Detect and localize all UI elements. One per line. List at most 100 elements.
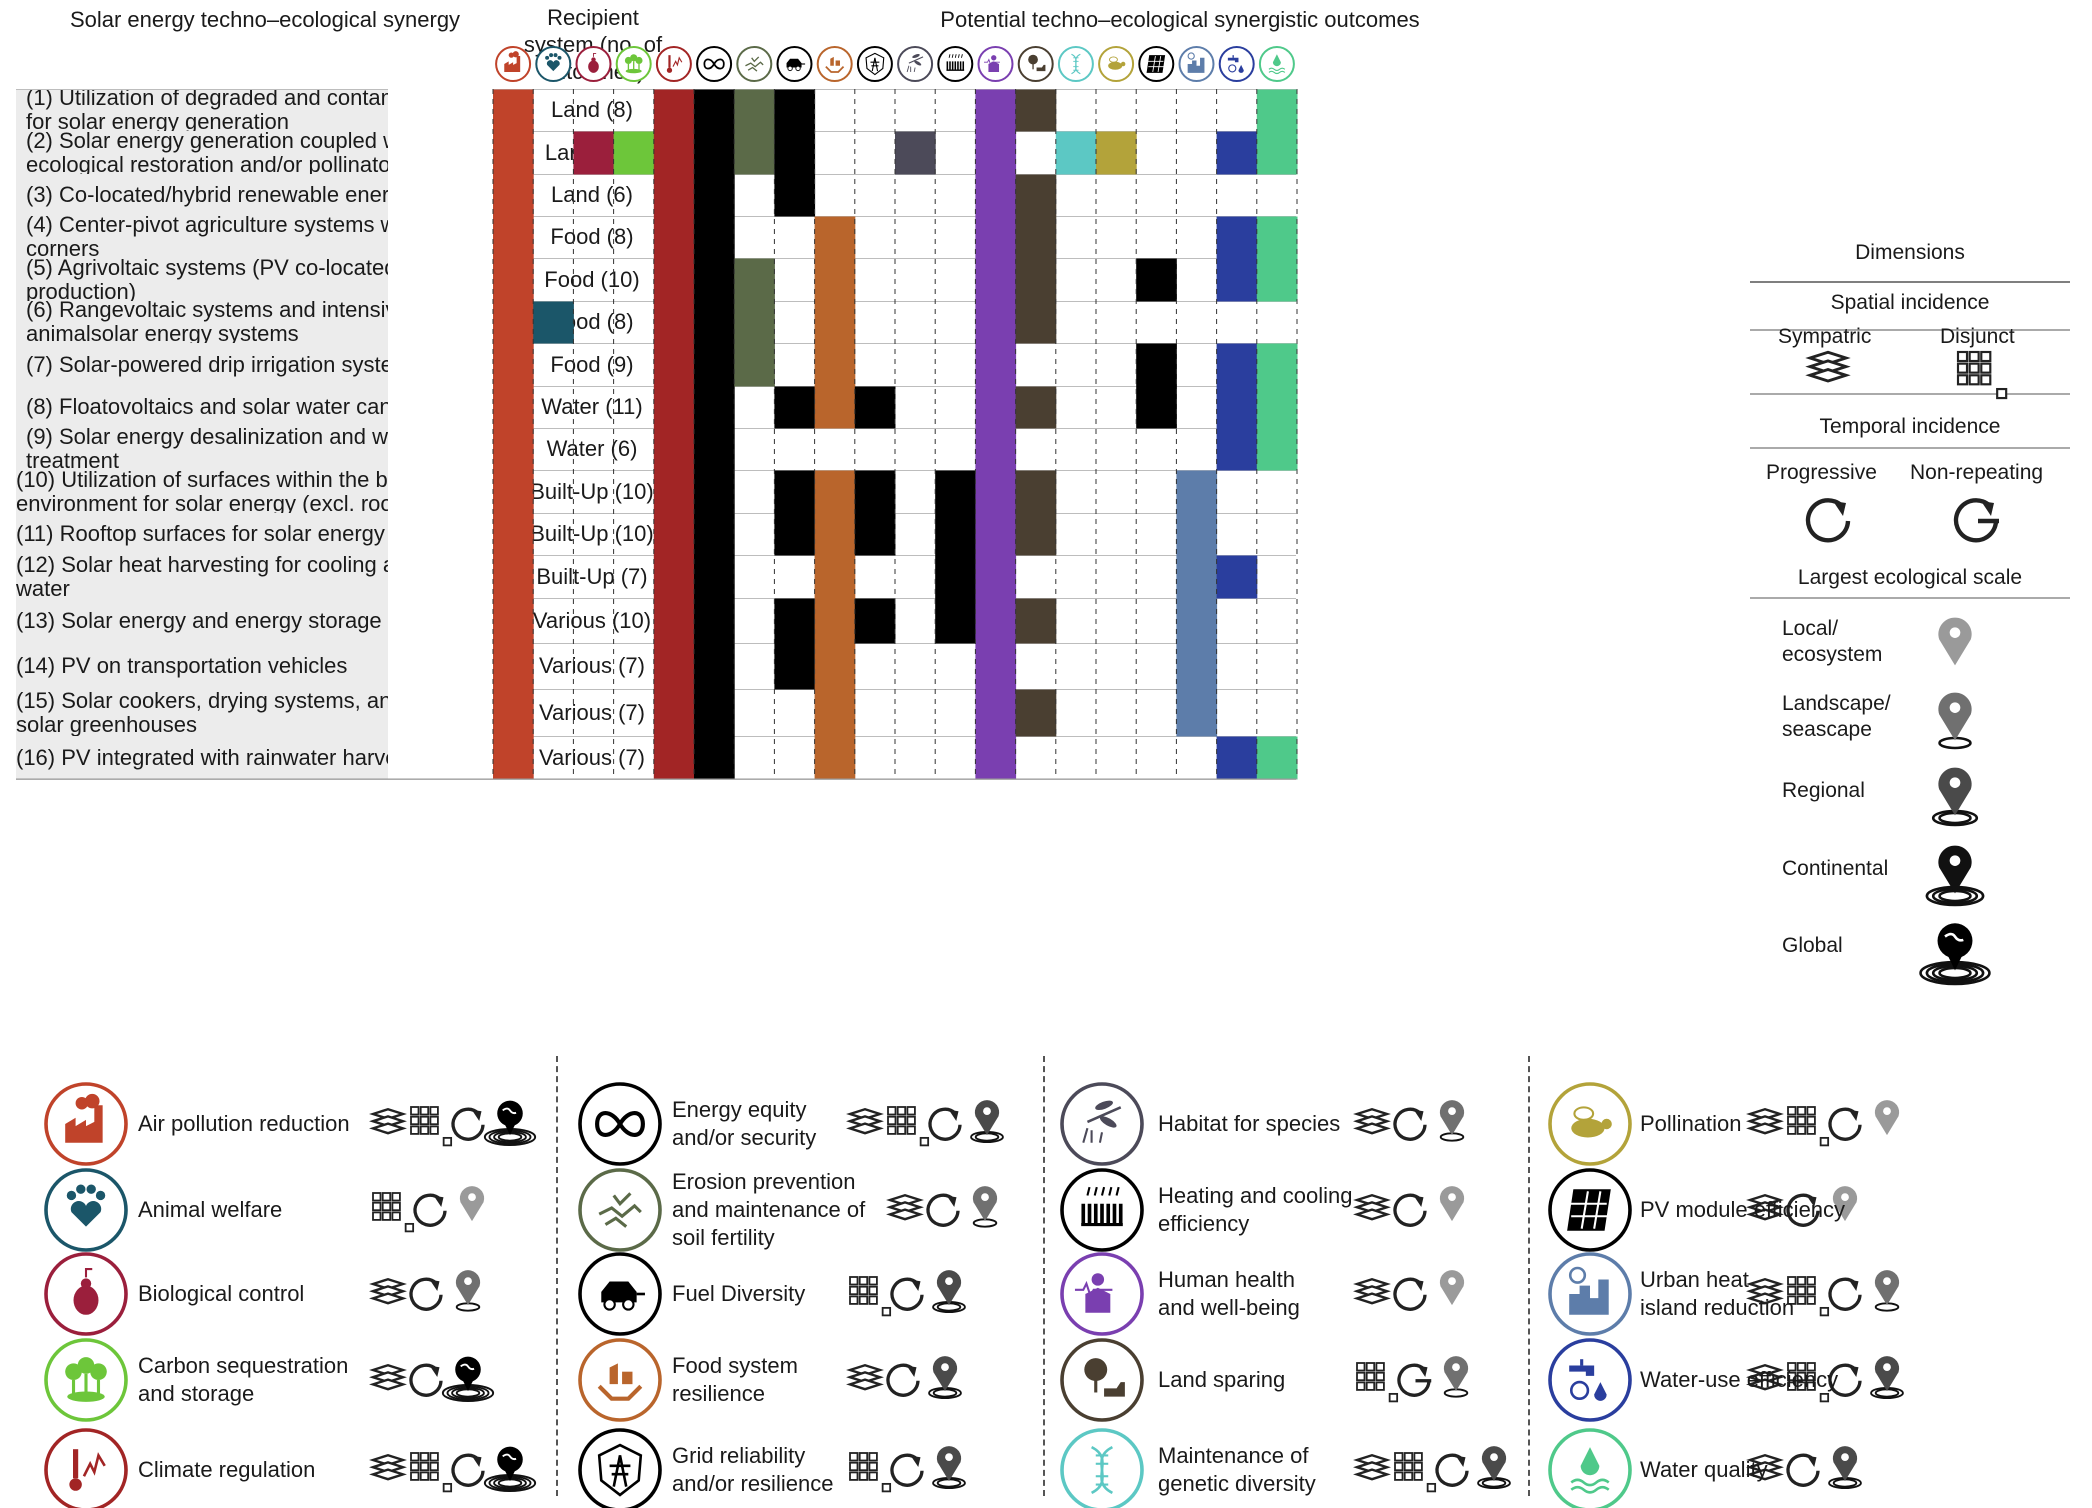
disjunct-icon xyxy=(849,1276,892,1317)
synergy-row-label: (9) Solar energy desalinization and wate… xyxy=(26,424,426,473)
recipient-system: Built-Up (10) xyxy=(530,521,654,546)
nonrepeating-label: Non-repeating xyxy=(1910,461,2044,484)
matrix-cell xyxy=(1176,598,1218,644)
matrix-cell xyxy=(653,216,695,259)
matrix-cell xyxy=(1015,513,1057,556)
matrix-cell xyxy=(694,598,735,644)
recipient-system: Food (10) xyxy=(544,266,640,292)
recipient-system: Built-Up (7) xyxy=(536,563,648,589)
recipient-system: Water (11) xyxy=(541,394,643,419)
matrix-cell xyxy=(493,301,534,344)
progressive-icon xyxy=(1393,1193,1427,1227)
matrix-cell xyxy=(653,555,695,599)
matrix-cell xyxy=(1136,386,1177,429)
scale-pin-icon xyxy=(932,1446,966,1490)
sympatric-icon xyxy=(369,1277,407,1305)
outcome-key-label: Human health and well-being xyxy=(1158,1267,1300,1320)
solar-panel-icon xyxy=(1138,46,1175,82)
matrix-cell xyxy=(653,513,695,556)
synergy-row-label: (13) Solar energy and energy storage xyxy=(16,607,382,633)
matrix-cell xyxy=(975,736,1017,780)
synergy-row-label: (14) PV on transportation vehicles xyxy=(16,653,348,678)
matrix-cell xyxy=(774,174,816,217)
progressive-icon xyxy=(1393,1107,1427,1141)
matrix-cell xyxy=(694,470,735,514)
faucet-drop-icon xyxy=(1548,1338,1632,1422)
recipient-cell-bg xyxy=(388,513,493,555)
sympatric-icon xyxy=(1353,1277,1391,1305)
matrix-cell xyxy=(975,428,1017,471)
disjunct-label: Disjunct xyxy=(1940,325,2015,348)
matrix-cell xyxy=(1176,513,1218,556)
recipient-cell-bg xyxy=(388,343,493,386)
recipient-cell-bg xyxy=(388,89,493,131)
disjunct-icon xyxy=(887,1106,930,1147)
matrix-cell xyxy=(814,736,856,780)
scale-label: Regional xyxy=(1782,779,1865,802)
nonrepeating-icon xyxy=(1397,1363,1432,1397)
matrix-cell xyxy=(1176,643,1218,690)
scale-pin-icon xyxy=(1874,1100,1900,1136)
ladybug-spray-icon xyxy=(575,46,612,82)
synergy-row-label: (2) Solar energy generation coupled with… xyxy=(26,127,470,177)
matrix-cell xyxy=(493,258,534,302)
scale-pin-icon xyxy=(1938,692,1972,750)
scale-label: Continental xyxy=(1782,857,1889,880)
progressive-icon xyxy=(409,1277,443,1311)
thermometer-graph-icon xyxy=(44,1428,128,1508)
outcome-key-label: Food system resilience xyxy=(672,1353,798,1406)
progressive-icon xyxy=(928,1107,962,1141)
synergy-row-label: (8) Floatovoltaics and solar water canal… xyxy=(26,394,420,419)
matrix-cell xyxy=(1256,386,1298,429)
soil-cracks-icon xyxy=(736,46,773,82)
matrix-cell xyxy=(854,470,896,514)
matrix-cell xyxy=(814,689,856,737)
matrix-cell xyxy=(975,598,1017,644)
matrix-cell xyxy=(694,301,735,344)
matrix-cell xyxy=(774,643,816,690)
matrix-cell xyxy=(653,598,695,644)
recipient-system: Built-Up (10) xyxy=(530,478,654,504)
scale-label: Landscape/ seascape xyxy=(1782,692,1891,741)
disjunct-icon xyxy=(410,1106,453,1147)
matrix-cell xyxy=(653,301,695,344)
scale-pin-icon xyxy=(932,1270,966,1314)
progressive-icon xyxy=(1435,1453,1469,1487)
synergy-row-label: (11) Rooftop surfaces for solar energy xyxy=(16,521,385,546)
progressive-icon xyxy=(1786,1453,1820,1487)
recipient-system: Food (8) xyxy=(550,224,634,249)
recipient-cell-bg xyxy=(388,470,493,513)
matrix-cell xyxy=(653,470,695,514)
scale-pin-icon xyxy=(1439,1186,1465,1222)
bee-icon xyxy=(1098,46,1135,82)
recipient-cell-bg xyxy=(388,216,493,258)
outcome-key-label: Biological control xyxy=(138,1281,305,1306)
matrix-cell xyxy=(493,470,534,514)
matrix-cell xyxy=(493,736,534,780)
outcome-key-label: Urban heat island reduction xyxy=(1640,1267,1795,1320)
matrix-cell xyxy=(573,131,615,175)
matrix-cell xyxy=(1256,89,1298,132)
temporal-title: Temporal incidence xyxy=(1819,415,2001,438)
progressive-icon xyxy=(451,1453,485,1487)
matrix-cell xyxy=(694,343,735,387)
transmission-tower-shield-icon xyxy=(856,46,893,82)
disjunct-icon xyxy=(1787,1362,1830,1403)
paw-heart-icon xyxy=(44,1168,128,1252)
matrix-cell xyxy=(774,89,816,132)
outcome-key-label: Grid reliability and/or resilience xyxy=(672,1443,834,1496)
progressive-icon xyxy=(1393,1277,1427,1311)
water-drop-waves-icon xyxy=(1548,1428,1632,1508)
recipient-system: Various (7) xyxy=(539,744,645,770)
recipient-cell-bg xyxy=(388,258,493,301)
scale-pin-icon xyxy=(928,1356,962,1400)
scale-pin-icon xyxy=(483,1446,537,1492)
sympatric-icon xyxy=(1353,1107,1391,1135)
dna-icon xyxy=(1057,46,1094,82)
matrix-cell xyxy=(975,470,1017,514)
matrix-cell xyxy=(814,513,856,556)
scale-pin-icon xyxy=(1925,845,1985,907)
recipient-system: Various (7) xyxy=(539,699,645,725)
matrix-cell xyxy=(975,513,1017,556)
scale-pin-icon xyxy=(1439,1100,1465,1142)
